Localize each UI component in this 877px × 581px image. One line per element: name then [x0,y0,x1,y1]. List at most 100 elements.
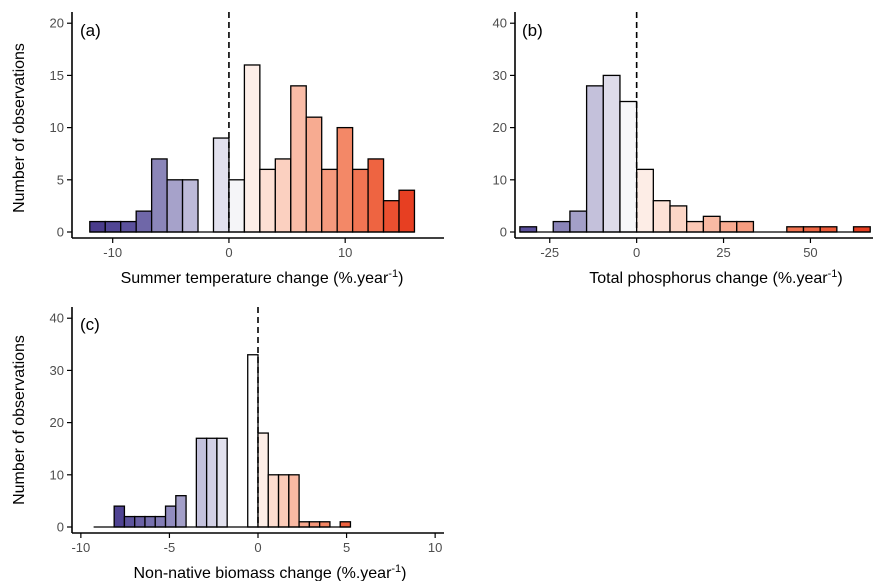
y-tick-label: 0 [500,225,507,240]
histogram-bar [398,189,416,233]
x-axis-title: Non-native biomass change (%.year-1) [133,563,406,581]
histogram-bar [802,226,821,233]
histogram-bar [164,505,177,528]
y-tick-label: 20 [50,415,64,430]
histogram-bar [134,515,146,528]
histogram-bar [736,220,755,233]
y-tick-label: 0 [57,225,64,240]
histogram-bar [89,220,106,233]
histogram-bar [786,226,805,233]
x-tick-label: 0 [225,245,232,260]
histogram-bar [205,437,218,528]
histogram-bar [308,521,321,528]
histogram-bar [569,210,588,233]
histogram-bar [321,168,338,233]
y-tick-label: 15 [50,68,64,83]
x-tick-label: -25 [540,245,559,260]
histogram-bar [852,226,871,233]
x-tick-label: -5 [164,540,176,555]
histogram-bar [382,200,400,233]
histogram-bar [351,168,369,233]
y-tick-label: 10 [50,467,64,482]
histogram-bar [144,515,156,528]
histogram-bar [135,210,153,233]
histogram-bar [819,226,838,233]
histogram-bar [274,158,292,233]
histogram-bar [195,437,208,528]
histogram-bar [150,158,168,233]
y-tick-label: 20 [50,16,64,31]
histogram-bar [702,215,721,233]
x-axis-title-close: ) [398,270,403,287]
x-tick-label: 25 [716,245,730,260]
x-axis-title-superscript: -1 [391,563,401,575]
histogram-bar [216,437,228,528]
histogram-bar [336,126,354,233]
histogram-bar [267,474,280,528]
histogram-bar [257,432,269,528]
x-tick-label: 10 [428,540,442,555]
x-axis-title-superscript: -1 [828,268,838,280]
x-tick-label: -10 [103,245,122,260]
histogram-bar [288,474,300,528]
y-tick-label: 40 [50,311,64,326]
y-tick-label: 30 [493,68,507,83]
histogram-bar [305,116,323,233]
histogram-bar [519,226,538,233]
histogram-bar [719,220,738,233]
y-tick-label: 10 [50,120,64,135]
histogram-bar [277,474,290,528]
x-tick-label: 0 [633,245,640,260]
histogram-bar [298,521,311,528]
y-tick-label: 5 [57,172,64,187]
x-axis-title-main: Total phosphorus change (%.year [589,270,828,287]
panel-c-non-native-biomass: 0 10 20 30 40 -10 -5 0 5 10 (c) Non-native biomass … [11,307,444,581]
panel-label: (a) [80,21,101,40]
histogram-bar [290,85,307,233]
x-tick-label: 0 [254,540,261,555]
y-tick-label: 0 [57,520,64,535]
panel-label: (b) [522,21,543,40]
histogram-bar [602,74,621,233]
x-tick-label: 10 [338,245,352,260]
histogram-bar [123,515,136,528]
x-tick-label: 5 [343,540,350,555]
histogram-bar [686,220,705,233]
y-tick-label: 20 [493,120,507,135]
y-tick-label: 30 [50,363,64,378]
histogram-bar [154,515,167,528]
x-axis-title-main: Non-native biomass change (%.year [133,565,392,581]
y-tick-label: 40 [493,16,507,31]
y-axis-title: Number of observations [11,43,28,213]
x-axis-title: Total phosphorus change (%.year-1) [589,268,842,287]
histogram-bar [166,179,184,233]
histogram-bar [228,179,246,233]
histogram-bar [619,100,638,233]
x-axis-title: Summer temperature change (%.year-1) [121,268,404,287]
histogram-bar [367,158,385,233]
panel-b-total-phosphorus: 0 10 20 30 40 -25 0 25 50 (b) Total phosphorus cha… [493,12,873,287]
histogram-bar [339,521,352,528]
histogram-bar [243,64,261,233]
histogram-bar [585,85,604,233]
histogram-bar [113,505,126,528]
histogram-bar [104,220,122,233]
histogram-bar [318,521,331,528]
y-axis-title: Number of observations [11,335,28,505]
x-axis-title-main: Summer temperature change (%.year [121,270,389,287]
histogram-bar [175,495,187,528]
x-tick-label: 50 [803,245,817,260]
y-tick-label: 10 [493,172,507,187]
histogram-bar [669,205,688,233]
panel-a-summer-temperature: 0 5 10 15 20 -10 0 10 (a) Summer temperature chan… [11,12,444,287]
histogram-bar [212,137,230,233]
histogram-bar [247,354,259,528]
histogram-bar [181,179,199,233]
x-axis-title-close: ) [401,565,406,581]
panel-label: (c) [80,315,100,334]
histogram-bar [552,220,571,233]
histogram-bar [636,168,654,233]
x-axis-title-close: ) [837,270,842,287]
histogram-bar [259,168,276,233]
